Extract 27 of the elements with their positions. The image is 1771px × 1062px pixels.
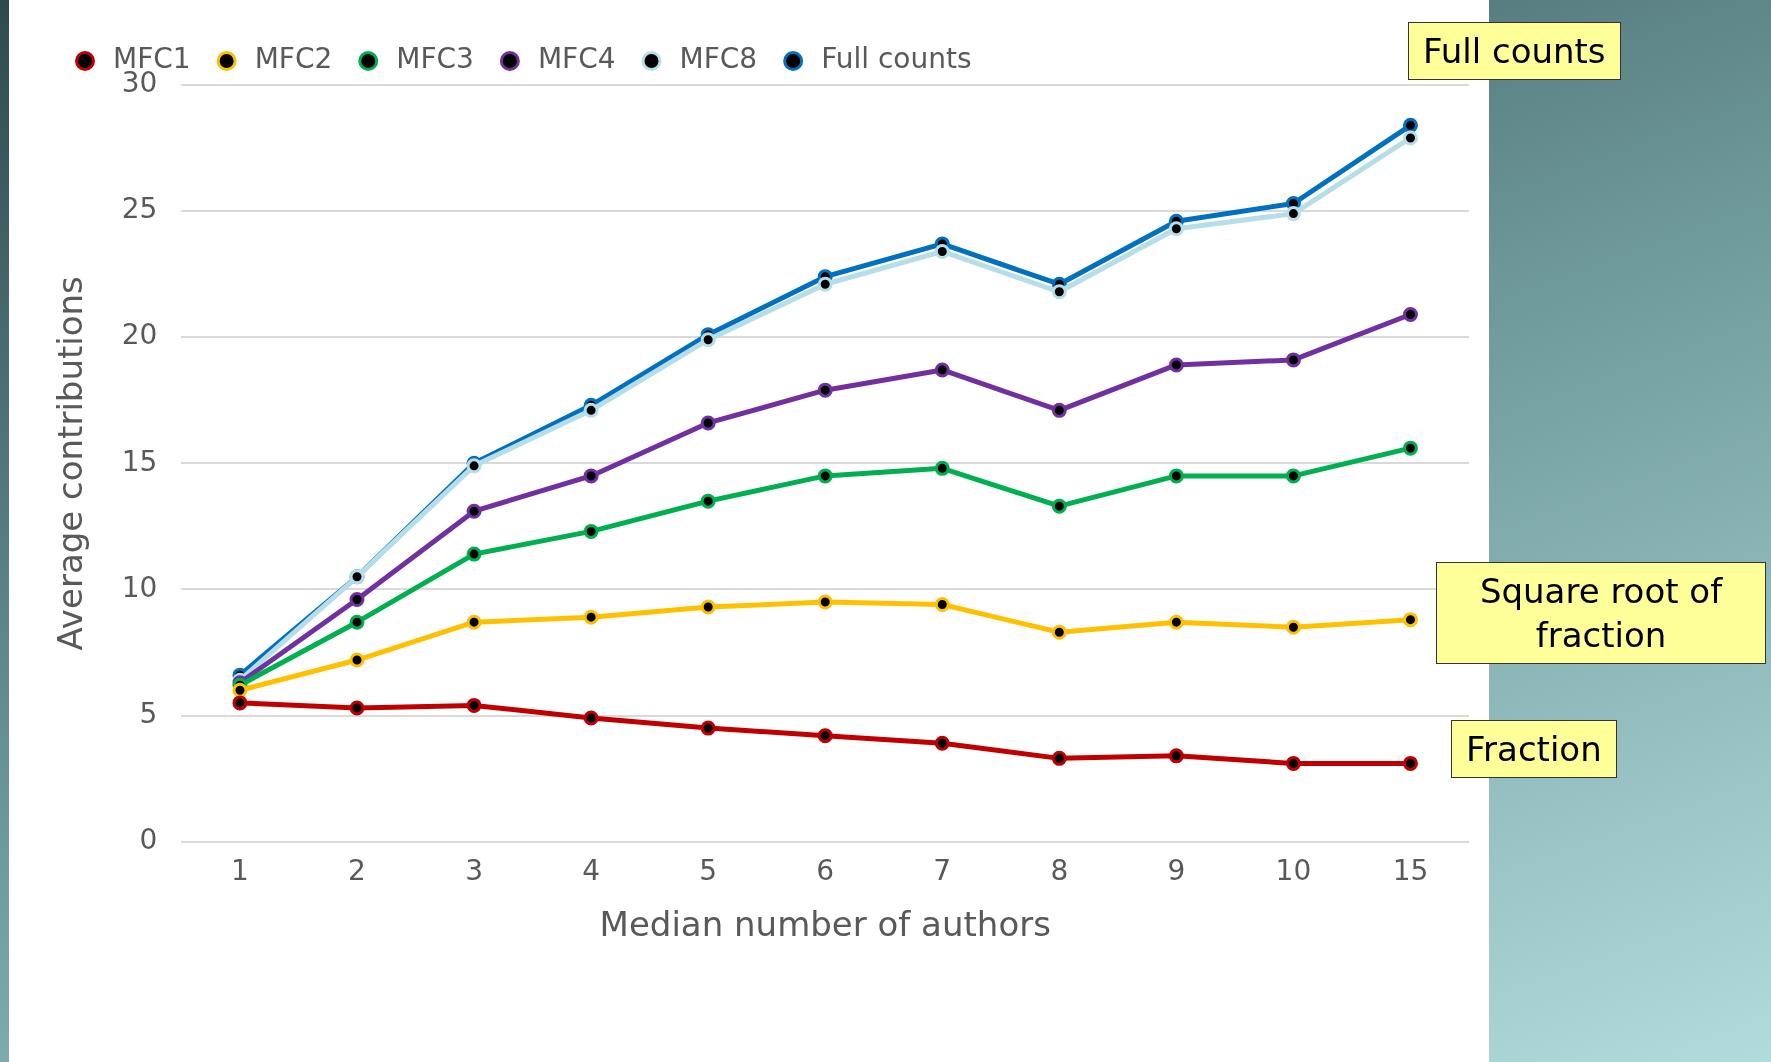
x-axis-title: Median number of authors bbox=[599, 904, 1051, 945]
x-tick-label: 3 bbox=[465, 853, 483, 887]
text: Square root of fraction bbox=[1436, 562, 1766, 665]
y-tick-label: 25 bbox=[121, 192, 158, 226]
x-tick-label: 7 bbox=[933, 853, 952, 887]
x-tick-label: 5 bbox=[699, 853, 718, 887]
legend-label: MFC2 bbox=[254, 42, 333, 76]
x-tick-label: 9 bbox=[1167, 853, 1186, 887]
text: Full counts bbox=[1408, 22, 1621, 81]
x-tick-label: 2 bbox=[348, 853, 366, 887]
legend-label: MFC4 bbox=[537, 42, 616, 76]
y-tick-label: 15 bbox=[121, 444, 158, 478]
x-tick-label: 1 bbox=[231, 853, 249, 887]
x-tick-label: 4 bbox=[582, 853, 601, 887]
y-tick-label: 20 bbox=[121, 318, 158, 352]
y-tick-label: 5 bbox=[139, 696, 158, 730]
x-tick-label: 6 bbox=[816, 853, 835, 887]
annotation: Fraction bbox=[1451, 720, 1617, 779]
x-tick-label: 8 bbox=[1050, 853, 1069, 887]
x-tick-label: 15 bbox=[1392, 853, 1429, 887]
y-axis-title: Average contributions bbox=[50, 276, 91, 651]
x-tick-label: 10 bbox=[1275, 853, 1312, 887]
legend-label: MFC8 bbox=[679, 42, 758, 76]
y-tick-label: 10 bbox=[121, 570, 158, 604]
legend-label: MFC3 bbox=[396, 42, 474, 76]
legend-label: Full counts bbox=[821, 42, 972, 76]
y-tick-label: 0 bbox=[139, 822, 158, 856]
